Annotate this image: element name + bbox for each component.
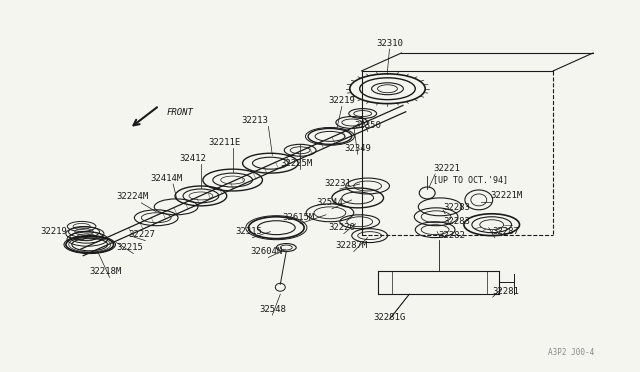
Text: 32282: 32282 — [438, 231, 465, 240]
Text: 32350: 32350 — [354, 121, 381, 130]
Text: 32349: 32349 — [344, 144, 371, 153]
Text: 32315: 32315 — [235, 227, 262, 236]
Text: 32281G: 32281G — [373, 312, 406, 321]
Text: 32283: 32283 — [443, 217, 470, 226]
Text: 32224M: 32224M — [116, 192, 148, 201]
Text: 32219: 32219 — [328, 96, 355, 105]
Text: 32219: 32219 — [40, 227, 67, 236]
Text: 32287M: 32287M — [335, 241, 368, 250]
Text: 32615M: 32615M — [282, 213, 314, 222]
Text: 32281: 32281 — [493, 287, 520, 296]
Text: 32221M: 32221M — [491, 192, 523, 201]
Text: 32310: 32310 — [376, 39, 403, 48]
Text: 32231: 32231 — [324, 179, 351, 187]
Text: 32225M: 32225M — [280, 159, 312, 168]
Text: 32218M: 32218M — [90, 267, 122, 276]
Text: 32544: 32544 — [317, 198, 344, 207]
Text: FRONT: FRONT — [166, 108, 193, 117]
Text: 32215: 32215 — [116, 243, 143, 252]
Text: 32604N: 32604N — [250, 247, 282, 256]
Text: 32414M: 32414M — [150, 174, 182, 183]
Text: 32213: 32213 — [241, 116, 268, 125]
Text: [UP TO OCT.'94]: [UP TO OCT.'94] — [433, 176, 508, 185]
Text: 32211E: 32211E — [209, 138, 241, 147]
Text: 32220: 32220 — [328, 223, 355, 232]
Text: 32412: 32412 — [179, 154, 206, 163]
Text: 32548: 32548 — [259, 305, 286, 314]
Text: 32283: 32283 — [443, 203, 470, 212]
Text: 32287: 32287 — [493, 227, 520, 236]
Text: A3P2 J00-4: A3P2 J00-4 — [548, 348, 594, 357]
Text: 32221: 32221 — [433, 164, 460, 173]
Text: 32227: 32227 — [128, 230, 155, 239]
